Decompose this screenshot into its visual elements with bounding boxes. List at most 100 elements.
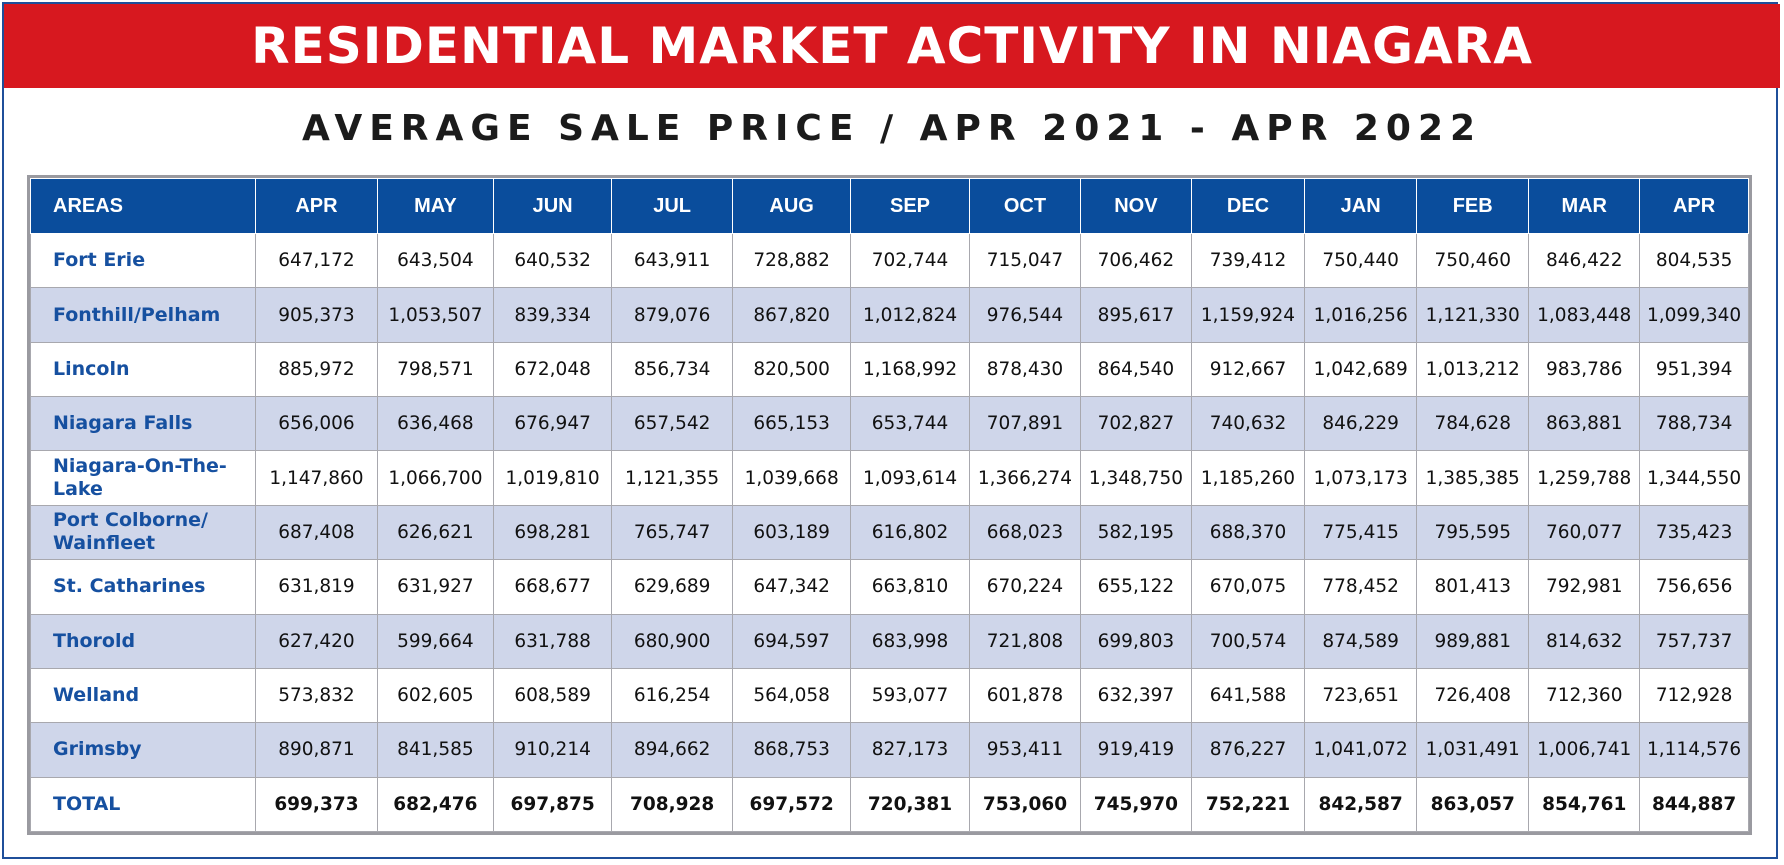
price-cell: 702,744: [850, 232, 970, 289]
price-cell: 647,172: [255, 232, 378, 289]
price-cell: 687,408: [255, 504, 378, 561]
price-cell: 798,571: [376, 341, 495, 398]
price-cell: 1,099,340: [1639, 287, 1749, 343]
price-cell: 668,677: [493, 559, 613, 615]
table-total-row: TOTAL 699,373 682,476 697,875 708,928 697,572…: [29, 776, 1749, 833]
price-cell: 616,802: [850, 504, 970, 561]
column-header-apr-1: APR: [255, 178, 378, 234]
price-cell: 697,875: [493, 776, 613, 833]
area-label: Welland: [29, 667, 257, 724]
price-cell: 1,385,385: [1416, 450, 1530, 506]
price-cell: 670,224: [969, 559, 1081, 615]
price-cell: 626,621: [376, 504, 495, 561]
area-label: Niagara-On-The-Lake: [29, 450, 257, 506]
price-cell: 640,532: [493, 232, 613, 289]
price-cell: 726,408: [1416, 667, 1530, 724]
price-cell: 841,585: [376, 722, 495, 778]
price-cell: 792,981: [1528, 559, 1641, 615]
price-cell: 1,012,824: [850, 287, 970, 343]
price-cell: 844,887: [1639, 776, 1749, 833]
price-cell: 745,970: [1079, 776, 1192, 833]
table-header-row: AREAS APR MAY JUN JUL AUG SEP OCT NOV DEC JAN FEB MA…: [29, 178, 1749, 234]
price-cell: 868,753: [732, 722, 852, 778]
table-container: AREAS APR MAY JUN JUL AUG SEP OCT NOV DEC JAN FEB MA…: [27, 175, 1752, 835]
price-cell: 735,423: [1639, 504, 1749, 561]
price-cell: 699,803: [1079, 613, 1192, 669]
price-cell: 706,462: [1079, 232, 1192, 289]
price-cell: 867,820: [732, 287, 852, 343]
table-row: Port Colborne/ Wainfleet 687,408 626,621 69…: [29, 504, 1749, 561]
price-cell: 643,911: [611, 232, 734, 289]
price-cell: 1,114,576: [1639, 722, 1749, 778]
table-row: Lincoln 885,972 798,571 672,048 856,734 820,5…: [29, 341, 1749, 398]
price-cell: 1,016,256: [1304, 287, 1418, 343]
price-cell: 1,083,448: [1528, 287, 1641, 343]
price-cell: 814,632: [1528, 613, 1641, 669]
table-row: Niagara Falls 656,006 636,468 676,947 657,54…: [29, 396, 1749, 452]
column-header-feb-11: FEB: [1416, 178, 1530, 234]
price-cell: 910,214: [493, 722, 613, 778]
price-cell: 632,397: [1079, 667, 1192, 724]
price-cell: 864,540: [1079, 341, 1192, 398]
price-cell: 752,221: [1190, 776, 1306, 833]
banner-title: RESIDENTIAL MARKET ACTIVITY IN NIAGARA: [4, 4, 1780, 88]
price-cell: 663,810: [850, 559, 970, 615]
price-cell: 876,227: [1190, 722, 1306, 778]
price-cell: 676,947: [493, 396, 613, 452]
price-cell: 657,542: [611, 396, 734, 452]
price-cell: 670,075: [1190, 559, 1306, 615]
price-cell: 1,121,330: [1416, 287, 1530, 343]
price-cell: 573,832: [255, 667, 378, 724]
price-cell: 905,373: [255, 287, 378, 343]
price-cell: 885,972: [255, 341, 378, 398]
price-cell: 976,544: [969, 287, 1081, 343]
area-label: TOTAL: [29, 776, 257, 833]
price-cell: 912,667: [1190, 341, 1306, 398]
area-label: Fonthill/Pelham: [29, 287, 257, 343]
price-cell: 698,281: [493, 504, 613, 561]
price-cell: 989,881: [1416, 613, 1530, 669]
price-cell: 683,998: [850, 613, 970, 669]
column-header-aug-5: AUG: [732, 178, 852, 234]
price-cell: 1,259,788: [1528, 450, 1641, 506]
price-cell: 983,786: [1528, 341, 1641, 398]
price-cell: 1,147,860: [255, 450, 378, 506]
price-cell: 682,476: [376, 776, 495, 833]
table-row: Niagara-On-The-Lake 1,147,860 1,066,700 1,0…: [29, 450, 1749, 506]
price-cell: 655,122: [1079, 559, 1192, 615]
column-header-apr-13: APR: [1639, 178, 1749, 234]
price-cell: 953,411: [969, 722, 1081, 778]
column-header-jan-10: JAN: [1304, 178, 1418, 234]
price-cell: 694,597: [732, 613, 852, 669]
price-cell: 1,042,689: [1304, 341, 1418, 398]
price-cell: 739,412: [1190, 232, 1306, 289]
price-cell: 712,928: [1639, 667, 1749, 724]
price-cell: 1,366,274: [969, 450, 1081, 506]
price-cell: 753,060: [969, 776, 1081, 833]
price-cell: 728,882: [732, 232, 852, 289]
price-cell: 804,535: [1639, 232, 1749, 289]
price-cell: 593,077: [850, 667, 970, 724]
price-cell: 582,195: [1079, 504, 1192, 561]
price-cell: 788,734: [1639, 396, 1749, 452]
column-header-sep-6: SEP: [850, 178, 970, 234]
price-cell: 890,871: [255, 722, 378, 778]
price-cell: 827,173: [850, 722, 970, 778]
price-cell: 665,153: [732, 396, 852, 452]
price-cell: 1,093,614: [850, 450, 970, 506]
price-cell: 631,819: [255, 559, 378, 615]
price-cell: 919,419: [1079, 722, 1192, 778]
column-header-mar-12: MAR: [1528, 178, 1641, 234]
price-cell: 700,574: [1190, 613, 1306, 669]
column-header-jul-4: JUL: [611, 178, 734, 234]
price-cell: 720,381: [850, 776, 970, 833]
chart-subtitle: AVERAGE SALE PRICE / APR 2021 - APR 2022: [301, 108, 1483, 149]
price-cell: 765,747: [611, 504, 734, 561]
table-row: St. Catharines 631,819 631,927 668,677 629,6…: [29, 559, 1749, 615]
column-header-areas: AREAS: [29, 178, 257, 234]
table-row: Fonthill/Pelham 905,373 1,053,507 839,334 87…: [29, 287, 1749, 343]
area-label: Lincoln: [29, 341, 257, 398]
price-cell: 656,006: [255, 396, 378, 452]
column-header-may-2: MAY: [376, 178, 495, 234]
table-row: Grimsby 890,871 841,585 910,214 894,662 868,7…: [29, 722, 1749, 778]
